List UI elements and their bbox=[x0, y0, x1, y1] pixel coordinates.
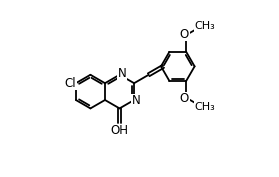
Text: Cl: Cl bbox=[64, 77, 76, 90]
Text: N: N bbox=[132, 94, 141, 107]
Text: CH₃: CH₃ bbox=[195, 102, 215, 112]
Text: OH: OH bbox=[110, 124, 129, 137]
Text: O: O bbox=[180, 28, 189, 41]
Text: CH₃: CH₃ bbox=[195, 21, 215, 31]
Text: O: O bbox=[180, 92, 189, 105]
Text: N: N bbox=[117, 67, 126, 80]
